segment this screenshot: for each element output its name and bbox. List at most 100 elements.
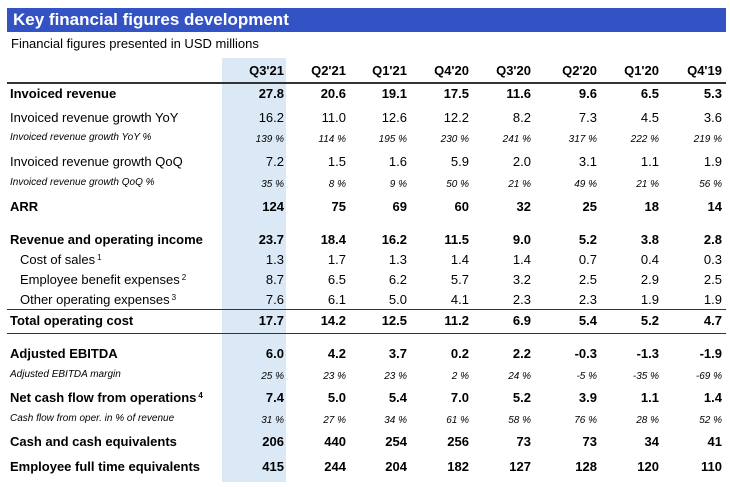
table-cell: 50 % [446, 179, 469, 190]
row-divider [7, 333, 726, 334]
table-cell: 317 % [568, 134, 597, 145]
table-cell: 1.1 [640, 390, 659, 405]
table-cell: 5.0 [388, 292, 407, 307]
table-cell: 230 % [440, 134, 469, 145]
table-cell: 24 % [508, 371, 531, 382]
table-cell: 17.5 [443, 86, 469, 101]
table-cell: 128 [575, 459, 597, 474]
table-cell: 3.9 [578, 390, 597, 405]
table-cell: 14.2 [320, 313, 346, 328]
table-cell: 23 % [323, 371, 346, 382]
row-label: Revenue and operating income [10, 232, 203, 248]
row-label-text: Invoiced revenue growth QoQ [10, 154, 183, 169]
table-cell: 120 [637, 459, 659, 474]
table-cell: 61 % [446, 415, 469, 426]
table-cell: 4.2 [327, 346, 346, 361]
table-cell: 16.2 [258, 110, 284, 125]
table-cell: 254 [385, 434, 407, 449]
table-cell: 1.3 [265, 252, 284, 267]
table-cell: 6.5 [640, 86, 659, 101]
subtitle: Financial figures presented in USD milli… [11, 36, 259, 51]
table-cell: 1.9 [640, 292, 659, 307]
table-cell: 2.8 [703, 232, 722, 247]
table-cell: 1.7 [327, 252, 346, 267]
table-cell: 58 % [508, 415, 531, 426]
table-cell: 18 [644, 199, 659, 214]
table-cell: 31 % [261, 415, 284, 426]
table-cell: 0.4 [640, 252, 659, 267]
table-cell: 56 % [699, 179, 722, 190]
table-cell: 241 % [502, 134, 531, 145]
row-label: Invoiced revenue growth QoQ [10, 154, 183, 170]
table-cell: 34 % [384, 415, 407, 426]
row-label: Employee full time equivalents [10, 459, 200, 475]
title-bar: Key financial figures development [7, 8, 726, 32]
table-cell: 25 % [261, 371, 284, 382]
column-header: Q4'19 [687, 63, 722, 78]
row-label: ARR [10, 199, 38, 215]
table-cell: 1.9 [703, 154, 722, 169]
table-cell: 28 % [636, 415, 659, 426]
table-cell: 5.9 [450, 154, 469, 169]
column-header: Q3'21 [249, 63, 284, 78]
row-label: Net cash flow from operations 4 [10, 390, 203, 406]
table-cell: 2 % [451, 371, 469, 382]
row-label-text: Employee benefit expenses [20, 272, 180, 287]
table-cell: 35 % [261, 179, 284, 190]
row-divider [7, 82, 726, 84]
table-cell: 222 % [630, 134, 659, 145]
table-cell: 5.7 [450, 272, 469, 287]
table-cell: 3.2 [512, 272, 531, 287]
table-cell: 76 % [574, 415, 597, 426]
row-label-text: Cash flow from oper. in % of revenue [10, 413, 175, 424]
table-cell: 73 [516, 434, 531, 449]
page-title: Key financial figures development [13, 10, 289, 29]
row-label: Cash and cash equivalents [10, 434, 177, 450]
table-cell: 60 [454, 199, 469, 214]
table-cell: 5.4 [578, 313, 597, 328]
table-cell: 21 % [636, 179, 659, 190]
table-cell: 114 % [318, 134, 346, 145]
table-cell: 3.8 [640, 232, 659, 247]
table-cell: 127 [509, 459, 531, 474]
table-cell: 17.7 [258, 313, 284, 328]
table-cell: 11.2 [444, 313, 469, 328]
row-label-text: Net cash flow from operations [10, 390, 197, 405]
row-label: Total operating cost [10, 313, 133, 329]
table-cell: 195 % [378, 134, 407, 145]
row-label: Invoiced revenue growth YoY [10, 110, 178, 126]
table-cell: 8.2 [512, 110, 531, 125]
table-cell: 16.2 [381, 232, 407, 247]
row-label: Invoiced revenue [10, 86, 116, 102]
table-cell: 1.1 [640, 154, 659, 169]
row-label-text: Invoiced revenue growth YoY [10, 110, 179, 125]
column-header: Q1'21 [372, 63, 407, 78]
table-cell: 8 % [328, 179, 346, 190]
table-cell: 1.9 [703, 292, 722, 307]
table-cell: 11.0 [321, 110, 346, 125]
table-cell: 3.1 [578, 154, 597, 169]
table-cell: 49 % [574, 179, 597, 190]
table-cell: 7.3 [578, 110, 597, 125]
row-label: Employee benefit expenses 2 [20, 272, 186, 288]
row-label: Adjusted EBITDA [10, 346, 118, 362]
table-cell: 5.0 [327, 390, 346, 405]
table-cell: 204 [385, 459, 407, 474]
table-cell: -1.9 [699, 346, 722, 361]
row-label-text: Other operating expenses [20, 292, 170, 307]
table-cell: 0.3 [703, 252, 722, 267]
row-label-text: Invoiced revenue [10, 86, 117, 101]
row-label: Cost of sales 1 [20, 252, 102, 268]
highlight-column [222, 58, 286, 482]
table-cell: 5.3 [703, 86, 722, 101]
table-cell: 1.6 [388, 154, 407, 169]
table-cell: 75 [331, 199, 346, 214]
row-label: Invoiced revenue growth YoY % [10, 130, 151, 146]
row-label-text: Invoiced revenue growth YoY % [10, 132, 152, 143]
table-cell: 1.4 [512, 252, 531, 267]
table-cell: 1.3 [388, 252, 407, 267]
table-cell: 206 [262, 434, 284, 449]
table-cell: -35 % [632, 371, 659, 382]
table-cell: 9 % [389, 179, 407, 190]
